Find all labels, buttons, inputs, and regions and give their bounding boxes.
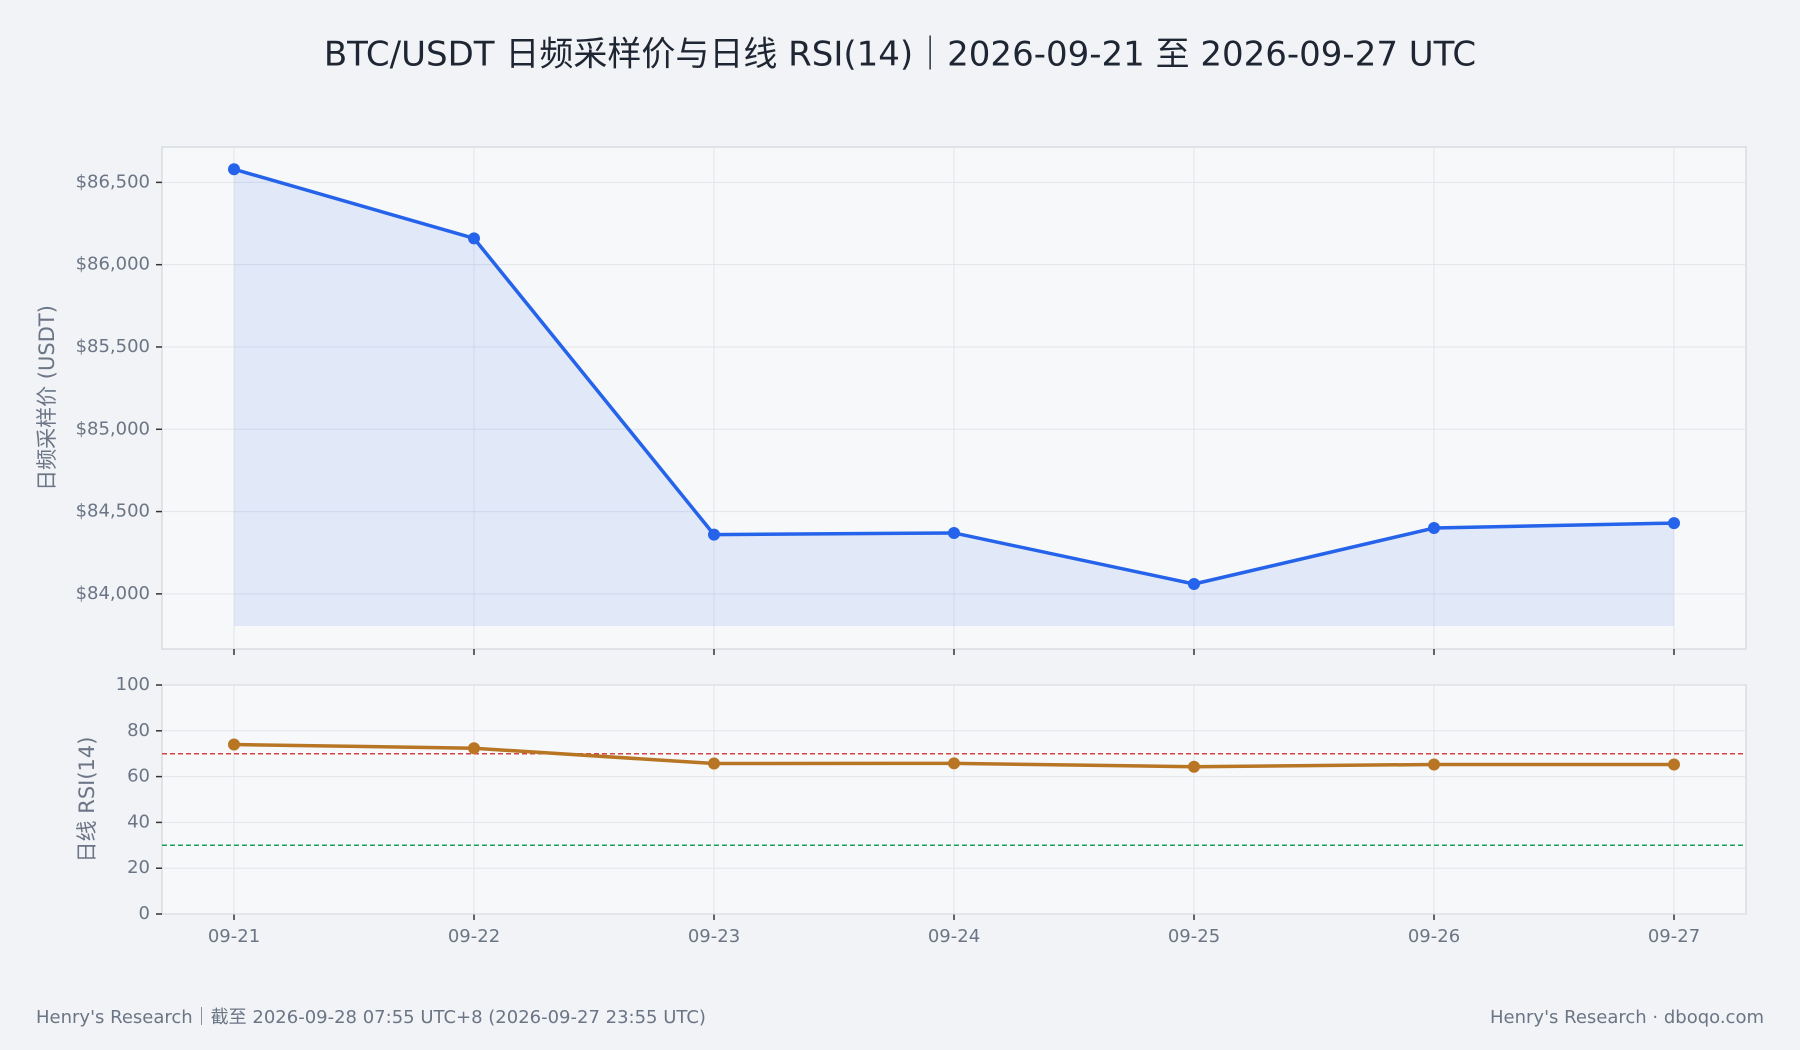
- point: [228, 738, 240, 751]
- point: [1668, 758, 1680, 771]
- point: [1428, 758, 1440, 771]
- x-tick-label: 09-25: [1168, 926, 1220, 947]
- y-tick-label: $84,000: [76, 583, 150, 604]
- x-tick-label: 09-27: [1648, 926, 1700, 947]
- point: [1188, 760, 1200, 773]
- x-tick-label: 09-22: [448, 926, 500, 947]
- point: [1428, 522, 1440, 535]
- x-tick-label: 09-21: [208, 926, 260, 947]
- y-tick-label: $86,500: [76, 171, 150, 192]
- area: [234, 169, 1674, 626]
- y-tick-label: $86,000: [76, 254, 150, 275]
- y-axis-label: 日频采样价 (USDT): [35, 305, 59, 491]
- point: [228, 163, 240, 176]
- point: [708, 757, 720, 770]
- y-axis-label: 日线 RSI(14): [75, 737, 99, 863]
- point: [948, 526, 960, 539]
- point: [468, 742, 480, 755]
- y-tick-label: $85,500: [76, 336, 150, 357]
- y-tick-label: 40: [127, 811, 150, 832]
- x-tick-label: 09-26: [1408, 926, 1460, 947]
- y-tick-label: 100: [116, 674, 150, 695]
- point: [468, 232, 480, 245]
- point: [708, 528, 720, 541]
- y-tick-label: 80: [127, 720, 150, 741]
- y-tick-label: 0: [139, 903, 150, 924]
- y-tick-label: 20: [127, 857, 150, 878]
- point: [1668, 517, 1680, 530]
- y-tick-label: $85,000: [76, 418, 150, 439]
- point: [1188, 577, 1200, 590]
- y-tick-label: $84,500: [76, 501, 150, 522]
- x-tick-label: 09-24: [928, 926, 980, 947]
- footer-left: Henry's Research｜截至 2026-09-28 07:55 UTC…: [36, 1007, 706, 1028]
- x-tick-label: 09-23: [688, 926, 740, 947]
- chart-title: BTC/USDT 日频采样价与日线 RSI(14)｜2026-09-21 至 2…: [324, 35, 1476, 75]
- point: [948, 757, 960, 770]
- footer-right: Henry's Research · dboqo.com: [1490, 1007, 1764, 1028]
- y-tick-label: 60: [127, 766, 150, 787]
